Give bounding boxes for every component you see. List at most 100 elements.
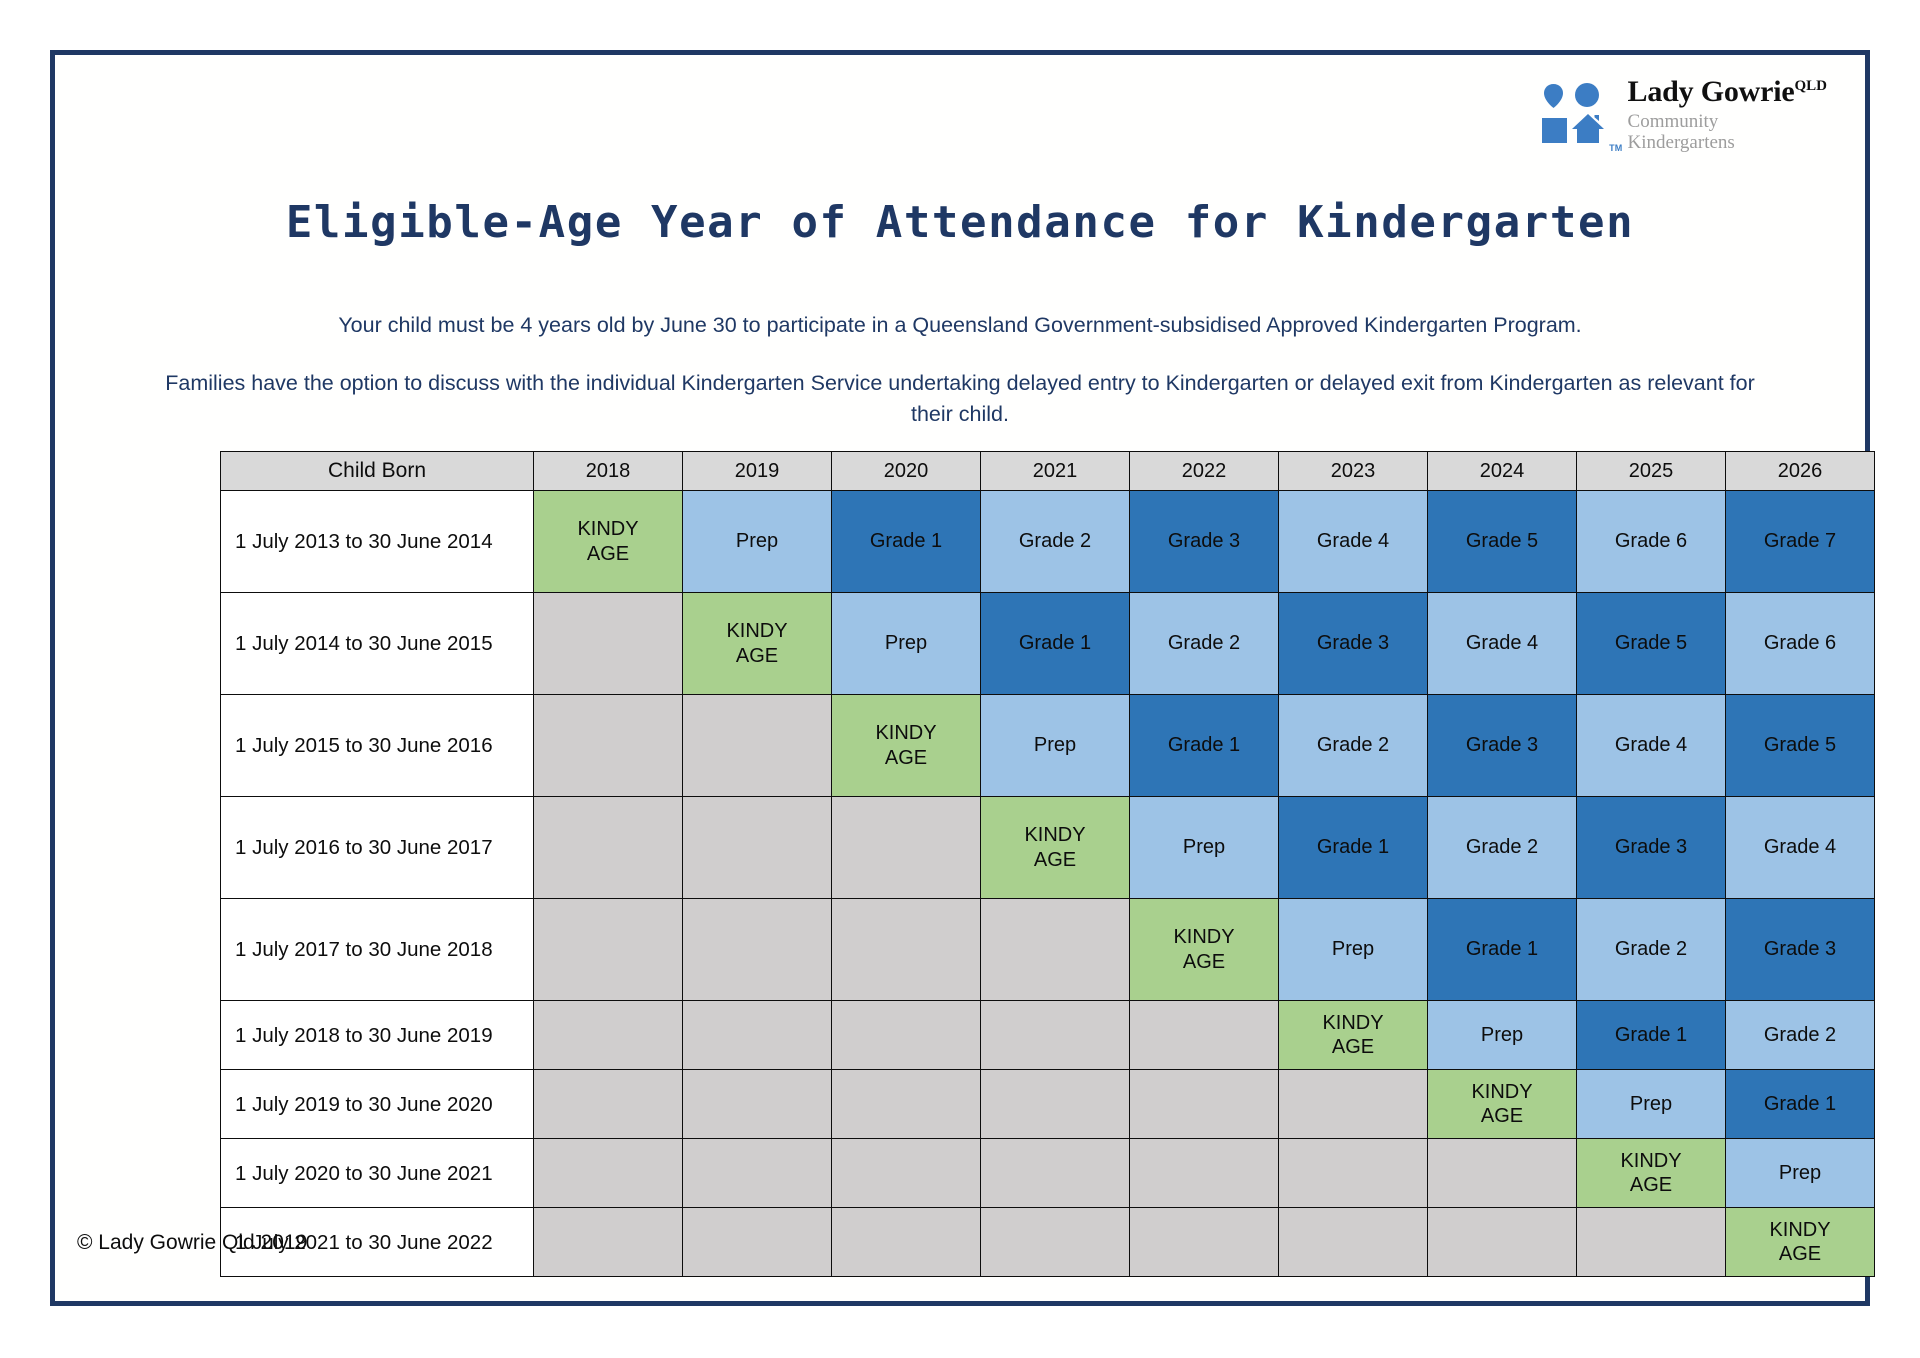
kindy-label-line2: AGE <box>735 644 779 667</box>
column-header-year: 2020 <box>831 451 981 491</box>
cell-grade: Prep <box>1725 1138 1875 1208</box>
cell-grade: Grade 2 <box>1129 592 1279 695</box>
page-border-frame: TM Lady GowrieQLD Community Kindergarten… <box>50 50 1875 1306</box>
lady-gowrie-logo: TM Lady GowrieQLD Community Kindergarten… <box>1536 75 1827 154</box>
square-icon <box>1541 118 1567 143</box>
cell-empty <box>682 898 832 1001</box>
cell-grade: Grade 4 <box>1278 490 1428 593</box>
cell-grade: Grade 4 <box>1427 592 1577 695</box>
cell-grade: Grade 6 <box>1576 490 1726 593</box>
kindy-label-line2: AGE <box>1182 950 1226 973</box>
cell-grade: Grade 7 <box>1725 490 1875 593</box>
kindy-label-line1: KINDY <box>1769 1218 1831 1241</box>
cell-grade: Prep <box>682 490 832 593</box>
row-label-birth-range: 1 July 2018 to 30 June 2019 <box>220 1000 534 1070</box>
heart-icon <box>1543 84 1563 108</box>
cell-empty <box>831 1207 981 1277</box>
cell-empty <box>682 1138 832 1208</box>
cell-empty <box>682 694 832 797</box>
subtitle-delayed-entry: Families have the option to discuss with… <box>165 371 1755 426</box>
kindy-label-line1: KINDY <box>1173 926 1235 949</box>
cell-grade: Prep <box>831 592 981 695</box>
column-header-year: 2024 <box>1427 451 1577 491</box>
logo-brand-main: Lady Gowrie <box>1627 75 1795 108</box>
column-header-year: 2025 <box>1576 451 1726 491</box>
kindy-label-line2: AGE <box>1778 1243 1822 1265</box>
table-row: 1 July 2017 to 30 June 2018 KINDY AGE Prep G… <box>220 898 1875 1001</box>
row-label-birth-range: 1 July 2015 to 30 June 2016 <box>220 694 534 797</box>
cell-empty <box>1129 1069 1279 1139</box>
logo-tagline-line1: Community <box>1627 111 1719 132</box>
cell-empty <box>831 898 981 1001</box>
logo-brand-name: Lady GowrieQLD <box>1628 77 1827 107</box>
column-header-child-born: Child Born <box>220 451 534 491</box>
logo-tagline-line2: Kindergartens <box>1627 132 1735 154</box>
table-row: 1 July 2019 to 30 June 2020 KINDY AGE Prep G… <box>220 1069 1875 1139</box>
cell-empty <box>1129 1138 1279 1208</box>
cell-kindy-age: KINDY AGE <box>980 796 1130 899</box>
house-icon <box>1571 114 1604 143</box>
cell-grade: Grade 1 <box>831 490 981 593</box>
cell-grade: Grade 3 <box>1725 898 1875 1001</box>
cell-empty <box>533 1207 683 1277</box>
column-header-year: 2021 <box>980 451 1130 491</box>
kindy-label-line1: KINDY <box>875 722 937 745</box>
cell-kindy-age: KINDY AGE <box>682 592 832 695</box>
kindy-label-line2: AGE <box>586 542 630 565</box>
table-header: Child Born 2018 2019 2020 2021 2022 2023… <box>220 451 1875 491</box>
cell-empty <box>682 1207 832 1277</box>
cell-grade: Grade 1 <box>1725 1069 1875 1139</box>
cell-kindy-age: KINDY AGE <box>831 694 981 797</box>
cell-grade: Grade 2 <box>1427 796 1577 899</box>
table-row: 1 July 2016 to 30 June 2017 KINDY AGE Prep G… <box>220 796 1875 899</box>
cell-empty <box>980 1000 1130 1070</box>
page-title: Eligible-Age Year of Attendance for Kind… <box>285 197 1635 248</box>
cell-grade: Grade 5 <box>1725 694 1875 797</box>
kindy-label-line2: AGE <box>1629 1174 1673 1196</box>
row-label-birth-range: 1 July 2013 to 30 June 2014 <box>220 490 534 593</box>
cell-empty <box>1427 1138 1577 1208</box>
cell-grade: Grade 1 <box>980 592 1130 695</box>
cell-empty <box>831 1138 981 1208</box>
cell-grade: Grade 3 <box>1427 694 1577 797</box>
table-row: 1 July 2014 to 30 June 2015 KINDY AGE Prep G… <box>220 592 1875 695</box>
row-label-birth-range: 1 July 2014 to 30 June 2015 <box>220 592 534 695</box>
logo-brand-state: QLD <box>1794 78 1827 94</box>
cell-grade: Grade 1 <box>1427 898 1577 1001</box>
cell-grade: Grade 3 <box>1129 490 1279 593</box>
cell-kindy-age: KINDY AGE <box>1278 1000 1428 1070</box>
cell-empty <box>831 1000 981 1070</box>
cell-empty <box>533 1000 683 1070</box>
kindy-label-line2: AGE <box>1331 1036 1375 1058</box>
circle-icon <box>1574 83 1599 107</box>
cell-empty <box>1427 1207 1577 1277</box>
cell-empty <box>980 898 1130 1001</box>
cell-grade: Grade 2 <box>1576 898 1726 1001</box>
logo-mark-shapes: TM <box>1536 75 1622 153</box>
kindy-label-line1: KINDY <box>726 620 788 643</box>
cell-kindy-age: KINDY AGE <box>1725 1207 1875 1277</box>
cell-empty <box>1129 1207 1279 1277</box>
column-header-year: 2022 <box>1129 451 1279 491</box>
cell-grade: Grade 3 <box>1278 592 1428 695</box>
table-row: 1 July 2015 to 30 June 2016 KINDY AGE Prep G… <box>220 694 1875 797</box>
row-label-birth-range: 1 July 2020 to 30 June 2021 <box>220 1138 534 1208</box>
column-header-year: 2019 <box>682 451 832 491</box>
cell-grade: Grade 1 <box>1129 694 1279 797</box>
cell-grade: Grade 2 <box>1725 1000 1875 1070</box>
cell-grade: Prep <box>1129 796 1279 899</box>
cell-empty <box>533 1138 683 1208</box>
logo-tagline: Community Kindergartens <box>1628 111 1827 154</box>
trademark-symbol: TM <box>1609 143 1623 153</box>
cell-empty <box>1278 1069 1428 1139</box>
cell-empty <box>980 1069 1130 1139</box>
kindy-label-line2: AGE <box>1033 848 1077 871</box>
column-header-year: 2026 <box>1725 451 1875 491</box>
cell-empty <box>682 796 832 899</box>
cell-empty <box>533 796 683 899</box>
logo-wordmark: Lady GowrieQLD Community Kindergartens <box>1628 75 1827 154</box>
cell-grade: Grade 3 <box>1576 796 1726 899</box>
table-header-row: Child Born 2018 2019 2020 2021 2022 2023… <box>220 451 1875 491</box>
cell-grade: Grade 2 <box>980 490 1130 593</box>
kindy-label-line1: KINDY <box>1620 1149 1682 1172</box>
